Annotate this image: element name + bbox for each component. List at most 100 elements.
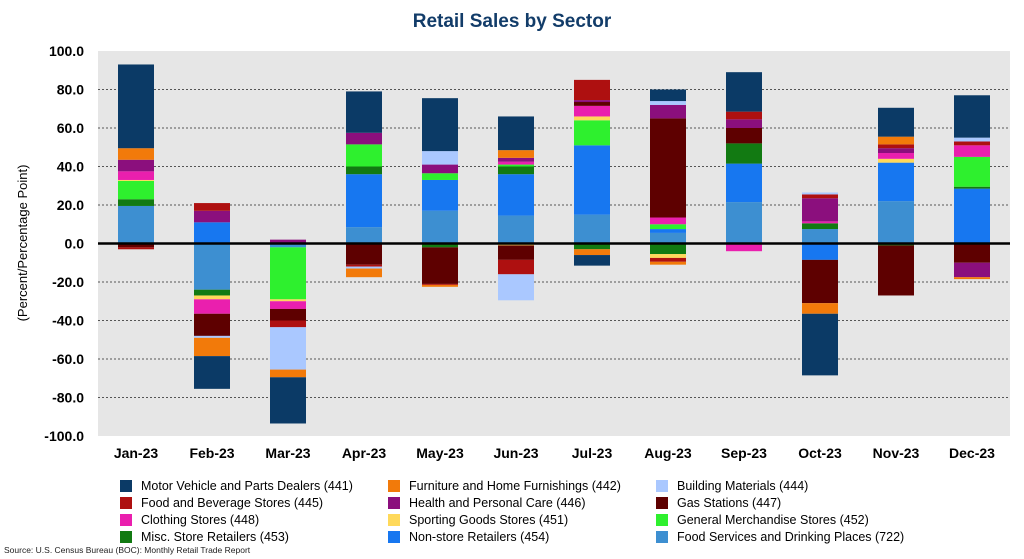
legend: Motor Vehicle and Parts Dealers (441) Fur… [120, 478, 1000, 545]
bar-segment [802, 313, 838, 376]
bar-segment [650, 229, 686, 233]
x-tick-label: Jun-23 [493, 445, 538, 461]
bar-segment [498, 157, 534, 162]
bar-segment [650, 101, 686, 105]
bar-segment [118, 159, 154, 172]
x-tick-labels: Jan-23 Feb-23 Mar-23 Apr-23 May-23 Jun-23 Jul-… [114, 445, 995, 461]
bar-segment [194, 289, 230, 296]
bar-segment [498, 174, 534, 216]
legend-item: Sporting Goods Stores (451) [388, 512, 656, 528]
legend-swatch [656, 531, 668, 543]
bar-segment [574, 243, 610, 250]
y-tick-label: 0.0 [65, 236, 85, 252]
legend-item: Food Services and Drinking Places (722) [656, 529, 956, 545]
legend-item: Clothing Stores (448) [120, 512, 388, 528]
legend-swatch [388, 514, 400, 526]
y-tick-label: 100.0 [49, 43, 84, 59]
legend-item: General Merchandise Stores (452) [656, 512, 956, 528]
legend-swatch [120, 480, 132, 492]
bar-segment [498, 150, 534, 158]
bar-segment [650, 118, 686, 218]
bar-segment [802, 259, 838, 304]
bar-segment [650, 257, 686, 262]
y-tick-label: -100.0 [44, 428, 84, 444]
bar-segment [270, 299, 306, 302]
legend-item: Building Materials (444) [656, 478, 956, 494]
legend-label: Clothing Stores (448) [141, 513, 260, 527]
x-tick-label: Sep-23 [721, 445, 767, 461]
bar-segment [346, 227, 382, 244]
y-axis-label: (Percent/Percentage Point) [15, 165, 30, 322]
x-tick-label: Oct-23 [798, 445, 842, 461]
bar-segment [802, 229, 838, 244]
legend-swatch [120, 497, 132, 509]
bar-segment [954, 186, 990, 189]
bar-segment [954, 156, 990, 187]
legend-label: Building Materials (444) [677, 479, 809, 493]
bar-segment [346, 132, 382, 145]
bar-segment [574, 102, 610, 106]
bar-segment [422, 151, 458, 165]
bar-segment [118, 171, 154, 180]
legend-swatch [120, 531, 132, 543]
bar-segment [574, 116, 610, 121]
bar-segment [954, 277, 990, 280]
y-tick-label: -40.0 [52, 313, 84, 329]
bar-segment [954, 243, 990, 263]
bars [118, 64, 990, 424]
bar-segment [422, 98, 458, 152]
bar-segment [802, 223, 838, 230]
bar-segment [574, 255, 610, 266]
legend-label: Furniture and Home Furnishings (442) [409, 479, 621, 493]
bar-segment [878, 201, 914, 244]
bar-segment [118, 64, 154, 149]
bar-segment [194, 203, 230, 211]
bar-segment [498, 161, 534, 165]
bar-segment [650, 232, 686, 244]
bar-segment [726, 163, 762, 203]
bar-segment [270, 239, 306, 244]
bar-segment [650, 89, 686, 102]
bar-segment [118, 179, 154, 181]
bar-segment [346, 174, 382, 228]
bar-segment [574, 214, 610, 244]
bar-segment [346, 166, 382, 175]
bar-segment [954, 141, 990, 146]
legend-swatch [388, 531, 400, 543]
bar-segment [498, 259, 534, 275]
bar-segment [270, 243, 306, 248]
bar-segment [878, 158, 914, 163]
bar-segment [346, 91, 382, 133]
y-tick-labels: -100.0 -80.0 -60.0 -40.0 -20.0 0.0 20.0 40.0 60.… [44, 43, 84, 444]
bar-segment [194, 210, 230, 223]
legend-item: Gas Stations (447) [656, 495, 956, 511]
bar-segment [270, 308, 306, 321]
y-tick-label: 80.0 [57, 82, 84, 98]
legend-label: Gas Stations (447) [677, 496, 782, 510]
bar-segment [802, 198, 838, 222]
bar-segment [878, 107, 914, 137]
bar-segment [270, 301, 306, 309]
bar-segment [422, 283, 458, 285]
retail-sales-chart: Retail Sales by Sector (Percent/Percenta… [15, 11, 1010, 461]
bar-segment [650, 254, 686, 258]
bar-segment [878, 148, 914, 154]
bar-segment [422, 173, 458, 180]
legend-label: Health and Personal Care (446) [409, 496, 586, 510]
x-tick-label: May-23 [416, 445, 464, 461]
bar-segment [194, 295, 230, 300]
bar-segment [650, 217, 686, 225]
bar-segment [726, 72, 762, 112]
bar-segment [422, 284, 458, 287]
x-tick-label: Jul-23 [572, 445, 613, 461]
bar-segment [194, 337, 230, 357]
bar-segment [726, 143, 762, 164]
bar-segment [954, 137, 990, 142]
y-tick-label: -80.0 [52, 390, 84, 406]
bar-segment [270, 369, 306, 378]
y-tick-label: -20.0 [52, 274, 84, 290]
bar-segment [194, 335, 230, 338]
bar-segment [574, 145, 610, 215]
bar-segment [802, 194, 838, 199]
bar-segment [422, 247, 458, 284]
